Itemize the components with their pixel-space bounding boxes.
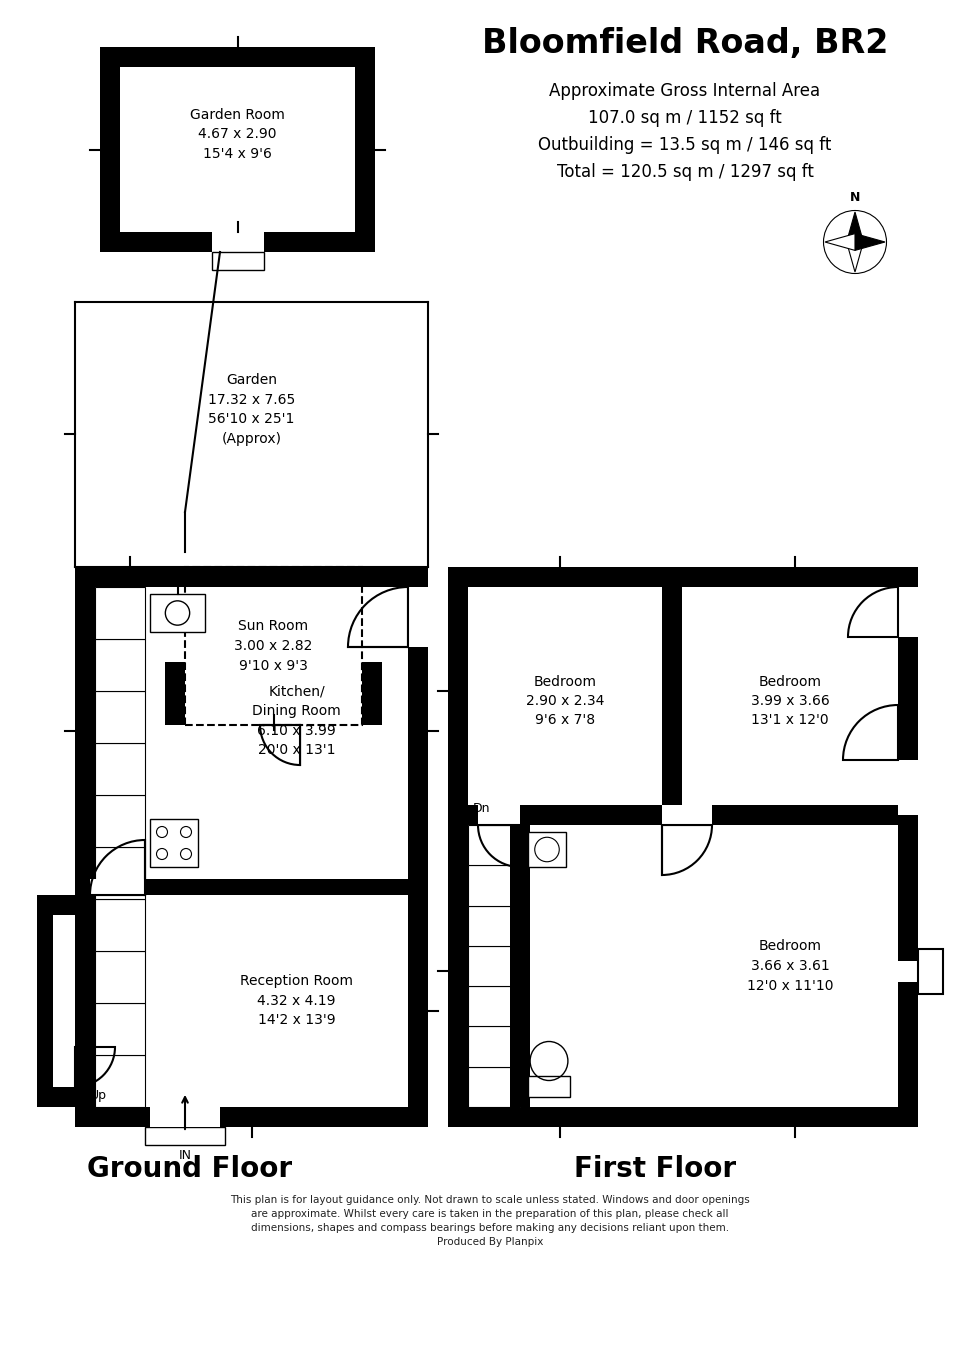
Bar — [185, 567, 362, 725]
Bar — [37, 896, 53, 1107]
Bar — [468, 825, 520, 866]
Bar — [95, 588, 145, 639]
Bar — [408, 567, 428, 1128]
Bar — [95, 1003, 145, 1054]
Bar — [212, 252, 264, 270]
Bar — [528, 832, 566, 867]
Polygon shape — [847, 212, 863, 242]
Text: Ground Floor: Ground Floor — [87, 1155, 293, 1183]
Bar — [75, 567, 428, 588]
Bar — [90, 879, 145, 896]
Polygon shape — [825, 233, 855, 251]
Text: Bedroom
2.90 x 2.34
9'6 x 7'8: Bedroom 2.90 x 2.34 9'6 x 7'8 — [526, 674, 605, 727]
Bar — [468, 905, 520, 946]
Text: IN: IN — [178, 1149, 191, 1162]
Text: Bedroom
3.66 x 3.61
12'0 x 11'10: Bedroom 3.66 x 3.61 12'0 x 11'10 — [747, 939, 833, 992]
Bar — [448, 567, 468, 1128]
Text: Up: Up — [90, 1090, 107, 1102]
Bar — [212, 232, 264, 252]
Bar — [95, 847, 145, 898]
Text: Bloomfield Road, BR2: Bloomfield Road, BR2 — [482, 27, 888, 60]
Bar — [468, 805, 898, 825]
Text: Bedroom
3.99 x 3.66
13'1 x 12'0: Bedroom 3.99 x 3.66 13'1 x 12'0 — [751, 674, 829, 727]
Bar — [448, 1107, 918, 1128]
Bar — [37, 1087, 75, 1107]
Bar — [95, 691, 145, 744]
Bar — [362, 662, 382, 725]
Text: Dn: Dn — [473, 802, 491, 816]
Bar — [37, 896, 75, 1107]
Bar — [918, 949, 943, 993]
Bar — [898, 949, 918, 961]
Polygon shape — [847, 242, 863, 271]
Bar — [95, 1054, 145, 1107]
Bar — [898, 588, 918, 636]
Bar — [898, 567, 918, 1128]
Bar — [53, 915, 75, 1087]
Bar — [662, 805, 712, 825]
Text: Garden
17.32 x 7.65
56'10 x 25'1
(Approx): Garden 17.32 x 7.65 56'10 x 25'1 (Approx… — [208, 373, 295, 445]
Bar — [264, 232, 375, 252]
Bar — [75, 1107, 428, 1128]
Polygon shape — [855, 233, 885, 251]
Text: This plan is for layout guidance only. Not drawn to scale unless stated. Windows: This plan is for layout guidance only. N… — [230, 1196, 750, 1247]
Bar — [145, 879, 408, 896]
Bar — [898, 981, 918, 993]
Text: Garden Room
4.67 x 2.90
15'4 x 9'6: Garden Room 4.67 x 2.90 15'4 x 9'6 — [190, 109, 285, 161]
Bar — [95, 639, 145, 691]
Bar — [355, 47, 375, 252]
Bar — [662, 567, 682, 816]
Bar — [95, 951, 145, 1003]
Bar — [165, 662, 185, 725]
Bar — [528, 1076, 570, 1096]
Bar — [100, 232, 375, 252]
Bar — [145, 1128, 225, 1145]
Bar — [100, 47, 375, 66]
Text: N: N — [850, 191, 860, 204]
Bar — [468, 946, 520, 987]
Bar — [95, 744, 145, 795]
Bar — [100, 47, 120, 252]
Bar — [898, 760, 918, 816]
Text: Reception Room
4.32 x 4.19
14'2 x 13'9: Reception Room 4.32 x 4.19 14'2 x 13'9 — [240, 974, 353, 1027]
Bar — [95, 898, 145, 951]
Bar — [161, 567, 191, 588]
Bar — [448, 567, 918, 588]
Text: Sun Room
3.00 x 2.82
9'10 x 9'3: Sun Room 3.00 x 2.82 9'10 x 9'3 — [234, 620, 313, 673]
Bar — [468, 987, 520, 1026]
Bar — [150, 1107, 220, 1128]
Bar — [510, 825, 530, 1107]
Bar — [468, 1026, 520, 1067]
Text: First Floor: First Floor — [574, 1155, 736, 1183]
Bar — [37, 896, 75, 915]
Text: Approximate Gross Internal Area
107.0 sq m / 1152 sq ft
Outbuilding = 13.5 sq m : Approximate Gross Internal Area 107.0 sq… — [538, 81, 832, 182]
Bar — [468, 1067, 520, 1107]
Bar — [75, 567, 95, 1128]
Bar — [898, 949, 943, 993]
Bar — [356, 567, 386, 588]
Bar — [478, 805, 520, 825]
Bar — [150, 820, 198, 867]
Bar — [468, 866, 520, 905]
Bar — [95, 795, 145, 847]
Text: Kitchen/
Dining Room
6.10 x 3.99
20'0 x 13'1: Kitchen/ Dining Room 6.10 x 3.99 20'0 x … — [252, 685, 341, 757]
Bar — [100, 232, 170, 252]
Bar — [150, 594, 205, 632]
Bar — [408, 588, 428, 647]
